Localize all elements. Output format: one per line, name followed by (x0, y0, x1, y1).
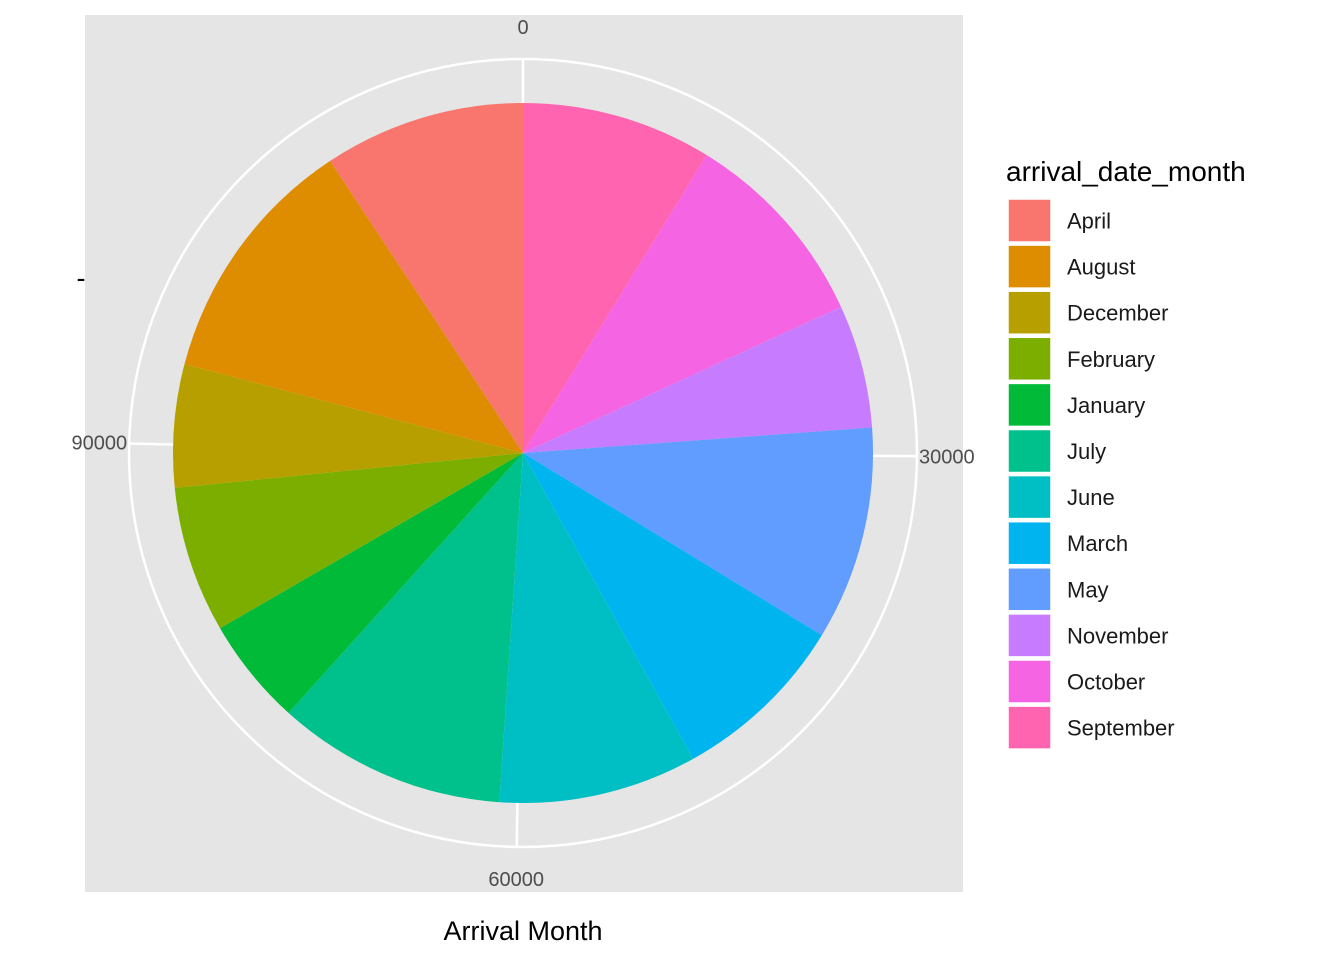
pie-slice-may (523, 427, 873, 636)
pie-slice-march (523, 453, 822, 759)
pie-slice-november (523, 306, 873, 453)
x-axis-title: Arrival Month (443, 916, 602, 946)
tick-label: 0 (517, 17, 528, 39)
legend-key-august (1007, 244, 1052, 289)
legend-key-september (1007, 705, 1052, 750)
legend-label: April (1067, 209, 1111, 234)
pie-slice-january (220, 453, 523, 713)
legend-key-november (1007, 613, 1052, 658)
legend-label: June (1067, 485, 1115, 510)
pie-slice-october (523, 155, 842, 453)
legend-label: February (1067, 347, 1155, 372)
legend-key-april (1007, 198, 1052, 243)
tick-layer: 0 30000 60000 90000 (71, 17, 974, 891)
tick-label: 90000 (71, 433, 127, 455)
legend-label: May (1067, 577, 1109, 602)
pie-slice-august (184, 160, 523, 454)
pie-slice-february (174, 453, 523, 629)
pie-slice-april (330, 103, 523, 453)
slice-layer (173, 103, 873, 803)
legend-label: January (1067, 393, 1145, 418)
legend-label: July (1067, 439, 1106, 464)
legend-key-may (1007, 567, 1052, 612)
legend-title: arrival_date_month (1006, 156, 1246, 187)
y-axis-title: - (77, 263, 86, 293)
legend-key-june (1007, 474, 1052, 520)
legend-key-march (1007, 520, 1052, 566)
legend-key-july (1007, 428, 1052, 474)
legend-key-february (1007, 336, 1052, 382)
legend-label: August (1067, 255, 1136, 280)
pie-slice-june (499, 453, 694, 803)
legend-label: March (1067, 531, 1128, 556)
legend-key-october (1007, 659, 1052, 704)
tick-label: 30000 (919, 446, 975, 468)
legend-label: October (1067, 670, 1145, 695)
pie-slice-december (173, 364, 524, 488)
legend: April August December February January July Ju… (1007, 198, 1175, 750)
pie-slice-july (288, 453, 523, 803)
legend-key-january (1007, 382, 1052, 428)
pie-slice-september (523, 103, 707, 453)
legend-label: November (1067, 623, 1168, 648)
tick-label: 60000 (488, 869, 544, 891)
legend-label: September (1067, 716, 1175, 741)
legend-key-december (1007, 290, 1052, 335)
legend-label: December (1067, 301, 1168, 326)
